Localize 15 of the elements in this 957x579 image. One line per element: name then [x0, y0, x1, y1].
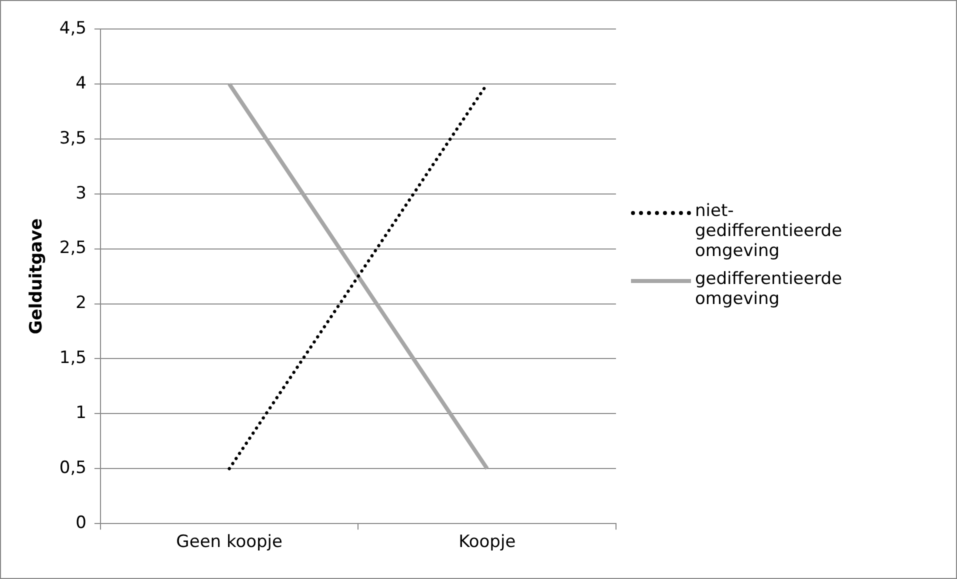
- y-tick-label: 1: [76, 403, 86, 424]
- y-tick-label: 0,5: [59, 458, 86, 478]
- y-axis-title: Gelduitgave: [26, 218, 47, 334]
- y-tick-label: 3,5: [59, 128, 86, 148]
- y-tick-label: 4,5: [59, 18, 86, 38]
- y-tick-label: 2,5: [59, 238, 86, 258]
- x-tick-label: Koopje: [458, 532, 516, 552]
- y-tick-label: 4: [76, 73, 86, 94]
- legend-label: gedifferentieerde omgeving: [695, 269, 844, 309]
- y-tick-label: 2: [76, 293, 86, 314]
- legend-label: niet-gedifferentieerde omgeving: [695, 201, 844, 261]
- y-tick-label: 1,5: [59, 348, 86, 368]
- y-tick-label: 0: [76, 513, 86, 534]
- y-tick-label: 3: [76, 183, 86, 204]
- x-tick-label: Geen koopje: [176, 532, 282, 552]
